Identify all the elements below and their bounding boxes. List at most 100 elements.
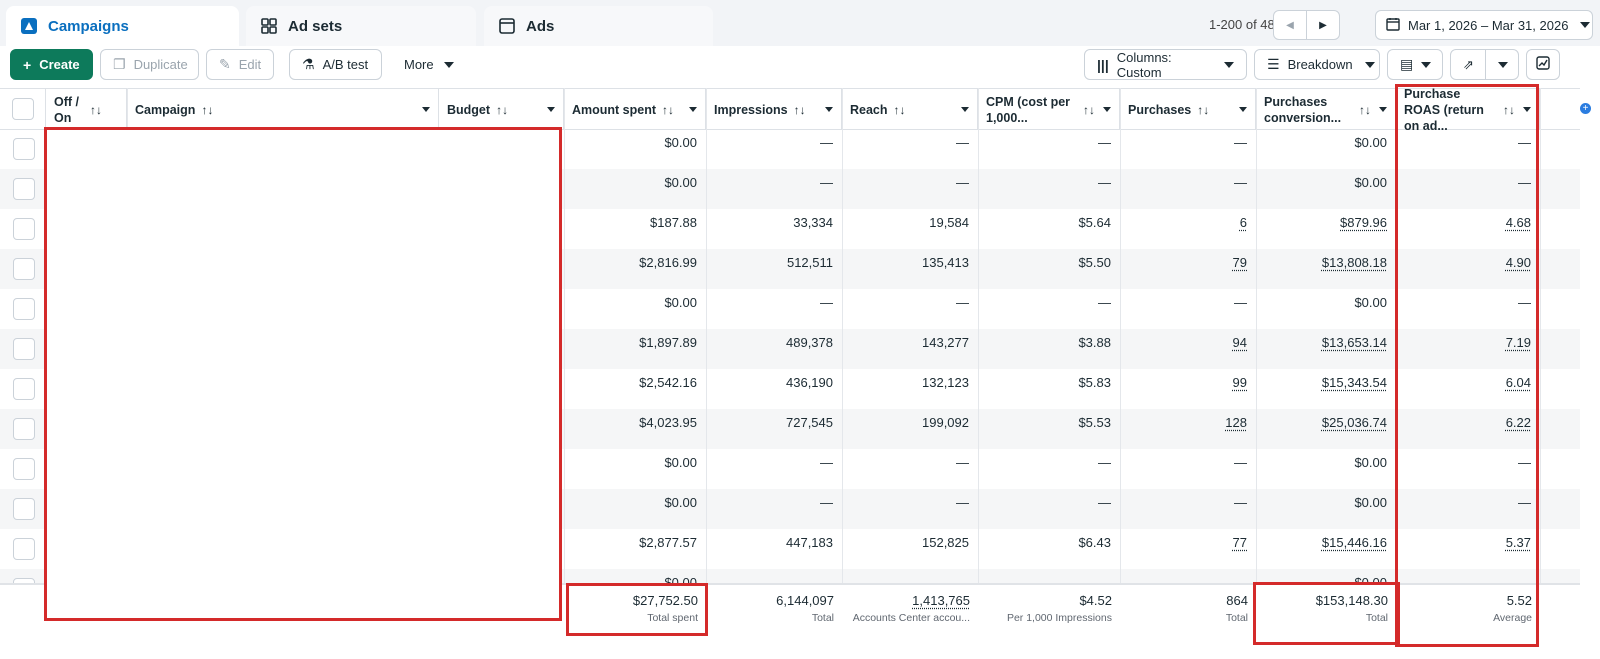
cell-value: $5.64: [1078, 215, 1111, 230]
cell-purchases: —: [1120, 129, 1256, 169]
table-row[interactable]: $0.00 — — — — $0.00 —: [0, 289, 1580, 329]
chevron-down-icon[interactable]: [1103, 107, 1111, 112]
prev-page-button[interactable]: ◀: [1273, 10, 1307, 40]
export-button[interactable]: ⇗: [1450, 49, 1486, 80]
col-budget[interactable]: Budget ↑↓: [439, 89, 564, 130]
total-reach[interactable]: 1,413,765 Accounts Center accou...: [842, 593, 978, 624]
sort-icon[interactable]: ↑↓: [1083, 103, 1095, 117]
reports-button[interactable]: ▤: [1387, 49, 1443, 80]
chevron-down-icon[interactable]: [825, 107, 833, 112]
ab-test-button[interactable]: ⚗ A/B test: [289, 49, 382, 80]
more-button[interactable]: More: [392, 49, 462, 80]
col-cpm[interactable]: CPM (cost per 1,000... ↑↓: [978, 89, 1120, 130]
chevron-down-icon: [1224, 61, 1234, 68]
add-column-icon[interactable]: +: [1580, 103, 1591, 114]
tab-ads[interactable]: Ads: [484, 6, 713, 46]
sort-icon[interactable]: ↑↓: [662, 102, 675, 117]
cell-reach: —: [842, 449, 978, 489]
row-checkbox[interactable]: [13, 178, 35, 200]
edit-label: Edit: [238, 57, 262, 72]
chevron-down-icon[interactable]: [422, 107, 430, 112]
breakdown-button[interactable]: ☰ Breakdown: [1254, 49, 1380, 80]
col-purchases[interactable]: Purchases ↑↓: [1120, 89, 1256, 130]
cell-spent: $1,897.89: [564, 329, 706, 369]
col-campaign[interactable]: Campaign ↑↓: [127, 89, 439, 130]
row-checkbox[interactable]: [13, 538, 35, 560]
next-page-button[interactable]: ▶: [1306, 10, 1340, 40]
col-impressions[interactable]: Impressions ↑↓: [706, 89, 842, 130]
cell-value: 199,092: [922, 415, 969, 430]
col-off-on[interactable]: Off / On ↑↓: [46, 89, 127, 130]
chevron-down-icon[interactable]: [1239, 107, 1247, 112]
col-purchases-conversion[interactable]: Purchases conversion... ↑↓: [1256, 89, 1396, 130]
row-checkbox[interactable]: [13, 498, 35, 520]
sort-icon[interactable]: ↑↓: [1359, 103, 1371, 117]
table-row[interactable]: $0.00 — — — — $0.00 —: [0, 449, 1580, 489]
sort-icon[interactable]: ↑↓: [90, 103, 102, 117]
cell-value: —: [820, 135, 833, 150]
sort-icon[interactable]: ↑↓: [496, 102, 509, 117]
total-label: Accounts Center accou...: [852, 612, 970, 624]
tab-ad-sets[interactable]: Ad sets: [246, 6, 476, 46]
sort-icon[interactable]: ↑↓: [1197, 102, 1210, 117]
chevron-down-icon[interactable]: [547, 107, 555, 112]
row-checkbox[interactable]: [13, 138, 35, 160]
columns-label: Columns: Custom: [1116, 49, 1172, 80]
chevron-down-icon[interactable]: [961, 107, 969, 112]
row-checkbox[interactable]: [13, 258, 35, 280]
table-row[interactable]: $2,542.16 436,190 132,123 $5.83 99 $15,343.54…: [0, 369, 1580, 409]
row-checkbox[interactable]: [13, 418, 35, 440]
duplicate-button[interactable]: ❐ Duplicate: [100, 49, 199, 80]
row-checkbox[interactable]: [13, 458, 35, 480]
row-checkbox[interactable]: [13, 378, 35, 400]
chevron-down-icon[interactable]: [689, 107, 697, 112]
edit-button[interactable]: ✎ Edit: [206, 49, 274, 80]
pagination-text: 1-200 of 486: [1208, 17, 1282, 32]
create-button[interactable]: + Create: [10, 49, 93, 80]
cell-cpm: $5.50: [978, 249, 1120, 289]
row-checkbox[interactable]: [13, 218, 35, 240]
total-purchase-roas: 5.52 Average: [1396, 593, 1540, 624]
cell-impressions: 33,334: [706, 209, 842, 249]
sort-icon[interactable]: ↑↓: [1503, 103, 1515, 117]
tab-campaigns[interactable]: Campaigns: [6, 6, 239, 46]
col-reach[interactable]: Reach ↑↓: [842, 89, 978, 130]
cell-conv: $0.00: [1256, 489, 1396, 529]
pencil-icon: ✎: [219, 56, 231, 72]
cell-value: $15,446.16: [1321, 535, 1387, 550]
cell-spent: $0.00: [564, 489, 706, 529]
cell-conv: $879.96: [1256, 209, 1396, 249]
select-all-checkbox[interactable]: [12, 98, 34, 120]
cell-value: $0.00: [1354, 495, 1387, 510]
cell-value: $5.83: [1078, 375, 1111, 390]
chevron-down-icon[interactable]: [1523, 107, 1531, 112]
cell-roas: —: [1396, 449, 1540, 489]
charts-button[interactable]: [1526, 49, 1560, 80]
cell-value: —: [1234, 455, 1247, 470]
total-label: Average: [1493, 612, 1532, 624]
sort-icon[interactable]: ↑↓: [793, 102, 806, 117]
table-row[interactable]: $0.00 — — — — $0.00 —: [0, 129, 1580, 169]
export-menu-button[interactable]: [1485, 49, 1519, 80]
cell-reach: 132,123: [842, 369, 978, 409]
table-row[interactable]: $2,877.57 447,183 152,825 $6.43 77 $15,446.16…: [0, 529, 1580, 569]
cell-spent: $2,877.57: [564, 529, 706, 569]
sort-icon[interactable]: ↑↓: [201, 102, 214, 117]
cell-spent: $2,542.16: [564, 369, 706, 409]
tab-label: Ad sets: [288, 17, 343, 35]
table-row[interactable]: $187.88 33,334 19,584 $5.64 6 $879.96 4.68: [0, 209, 1580, 249]
row-checkbox[interactable]: [13, 338, 35, 360]
chevron-down-icon[interactable]: [1379, 107, 1387, 112]
cell-value: 128: [1225, 415, 1247, 430]
date-range-picker[interactable]: Mar 1, 2026 – Mar 31, 2026: [1375, 10, 1593, 40]
cell-value: 6: [1239, 215, 1247, 230]
row-checkbox[interactable]: [13, 298, 35, 320]
col-amount-spent[interactable]: Amount spent ↑↓: [564, 89, 706, 130]
col-purchase-roas[interactable]: Purchase ROAS (return on ad... ↑↓: [1396, 87, 1540, 133]
cell-roas: 4.68: [1396, 209, 1540, 249]
sort-icon[interactable]: ↑↓: [893, 102, 906, 117]
cell-reach: 152,825: [842, 529, 978, 569]
cell-purchases: 99: [1120, 369, 1256, 409]
columns-button[interactable]: ||| Columns: Custom: [1084, 49, 1247, 80]
cell-impressions: 447,183: [706, 529, 842, 569]
